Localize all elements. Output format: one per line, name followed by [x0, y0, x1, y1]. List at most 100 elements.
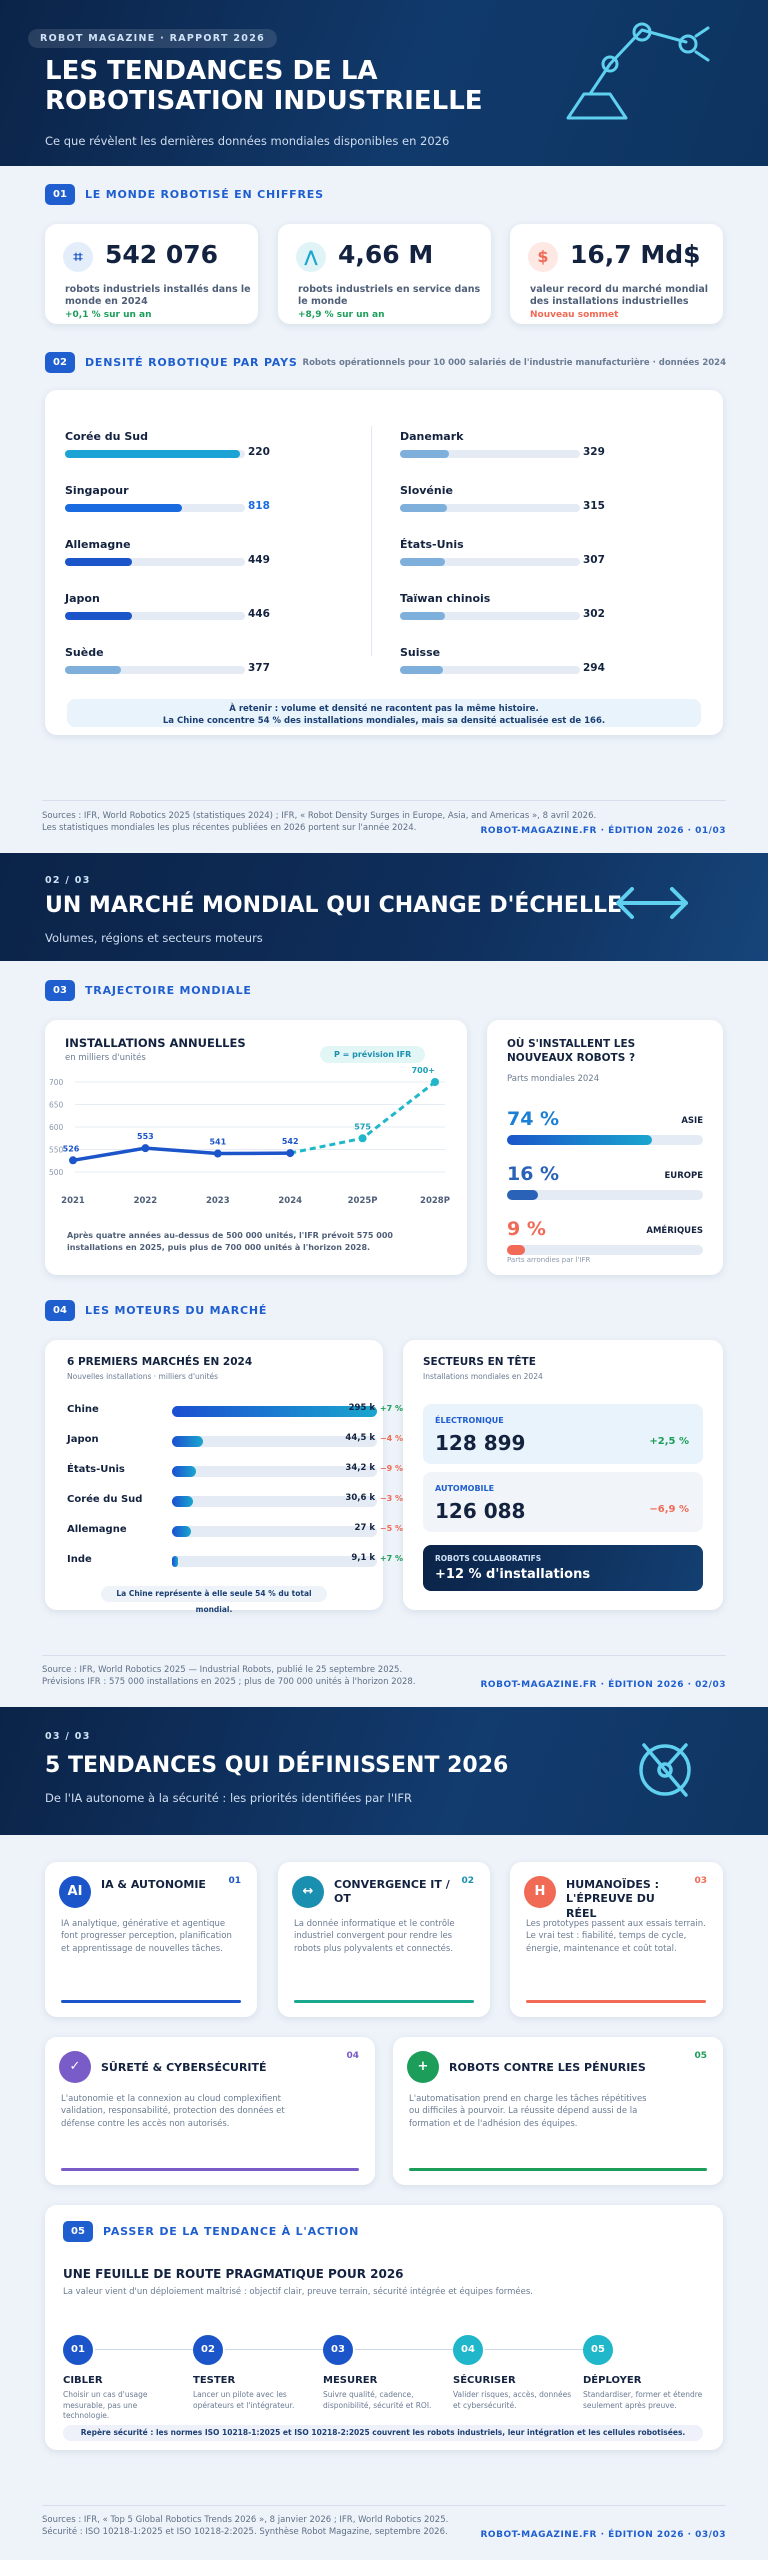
- density-row: Suisse 294: [400, 646, 690, 674]
- country-name: États-Unis: [400, 538, 464, 551]
- sector-box-electronics: ÉLECTRONIQUE 128 899 +2,5 %: [423, 1404, 703, 1464]
- density-row: États-Unis 307: [400, 538, 690, 566]
- density-bar: [400, 504, 447, 512]
- line-chart: 500 550 600 650 700 526 2021 553 2022 541 2023 542 2…: [49, 1066, 450, 1206]
- stat-value: 542 076: [105, 240, 219, 269]
- page-subtitle: Volumes, régions et secteurs moteurs: [45, 931, 263, 945]
- trend-desc: La donnée informatique et le contrôle in…: [294, 1919, 455, 1954]
- step-connector: [485, 2349, 585, 2350]
- market-bar: [172, 1466, 196, 1477]
- market-bar: [172, 1526, 191, 1537]
- roadmap-card: 05 PASSER DE LA TENDANCE À L'ACTION UNE …: [45, 2205, 723, 2450]
- trend-card: AI IA & AUTONOMIE 01 IA analytique, géné…: [45, 1862, 257, 2017]
- step-connector: [225, 2349, 325, 2350]
- series-line-forecast: [289, 1080, 436, 1155]
- sector-label: ÉLECTRONIQUE: [435, 1416, 504, 1425]
- page-subtitle: Ce que révèlent les dernières données mo…: [45, 134, 450, 148]
- roadmap-title: UNE FEUILLE DE ROUTE PRAGMATIQUE POUR 20…: [63, 2267, 404, 2281]
- report-kicker: ROBOT MAGAZINE · RAPPORT 2026: [28, 29, 278, 48]
- density-value: 329: [583, 446, 605, 458]
- density-row: Danemark 329: [400, 430, 690, 458]
- top-markets-card: 6 PREMIERS MARCHÉS EN 2024 Nouvelles ins…: [45, 1340, 403, 1614]
- chart-up-icon: ⋀: [296, 242, 326, 272]
- trend-number: 02: [461, 1876, 474, 1886]
- density-bar: [400, 558, 445, 566]
- section-01-header: 01 LE MONDE ROBOTISÉ EN CHIFFRES: [45, 184, 324, 205]
- region-bar: [507, 1190, 539, 1200]
- sector-change: −6,9 %: [649, 1504, 689, 1515]
- chart-note: Après quatre années au-dessus de 500 000…: [67, 1231, 393, 1252]
- density-track: [400, 666, 580, 674]
- step-desc: Lancer un pilote avec les opérateurs et …: [193, 2390, 295, 2410]
- market-change: +7 %: [379, 1404, 403, 1413]
- market-value: 44,5 k: [345, 1433, 375, 1443]
- section-number: 04: [45, 1300, 75, 1321]
- market-row: Chine 295 k +7 %: [67, 1402, 403, 1422]
- market-change: −5 %: [379, 1524, 403, 1533]
- density-bar: [65, 450, 240, 458]
- trend-card: + ROBOTS CONTRE LES PÉNURIES 05 L'automa…: [393, 2037, 723, 2185]
- density-bar: [65, 504, 182, 512]
- data-label: 700+: [412, 1066, 435, 1075]
- density-row: Japon 446: [65, 592, 355, 620]
- density-bar: [400, 450, 449, 458]
- stat-card: $ 16,7 Md$ valeur record du marché mondi…: [510, 224, 723, 324]
- market-name: Corée du Sud: [67, 1494, 143, 1505]
- market-bar: [172, 1496, 194, 1507]
- page-title: UN MARCHÉ MONDIAL QUI CHANGE D'ÉCHELLE: [45, 893, 623, 918]
- page2-hero: 02 / 03 UN MARCHÉ MONDIAL QUI CHANGE D'É…: [0, 853, 768, 961]
- source-line: Sources : IFR, « Top 5 Global Robotics T…: [42, 2515, 449, 2525]
- step-number: 04: [453, 2335, 483, 2365]
- step-desc: Suivre qualité, cadence, disponibilité, …: [323, 2390, 432, 2410]
- chart-legend: P = prévision IFR: [320, 1046, 426, 1063]
- market-track: [172, 1436, 377, 1447]
- ai-icon: AI: [59, 1876, 91, 1908]
- robot-arm-icon: ⌗: [63, 242, 93, 272]
- trend-accent-bar: [409, 2168, 707, 2171]
- page-kicker: 02 / 03: [45, 875, 91, 886]
- trend-title: HUMANOÏDES : L'ÉPREUVE DU RÉEL: [566, 1878, 660, 1920]
- plus-icon: +: [407, 2051, 439, 2083]
- source-line: Sources : IFR, World Robotics 2025 (stat…: [42, 811, 597, 821]
- x-tick-label: 2021: [61, 1196, 85, 1206]
- density-track: [65, 504, 245, 512]
- shield-check-icon: ✓: [59, 2051, 91, 2083]
- market-track: [172, 1466, 377, 1477]
- density-note: À retenir : volume et densité ne raconte…: [67, 699, 701, 727]
- trend-accent-bar: [61, 2000, 241, 2003]
- stat-card: ⌗ 542 076 robots industriels installés d…: [45, 224, 258, 324]
- markets-note: La Chine représente à elle seule 54 % du…: [101, 1586, 327, 1614]
- sectors-title: SECTEURS EN TÊTE: [423, 1356, 536, 1368]
- sector-box-automotive: AUTOMOBILE 126 088 −6,9 %: [423, 1472, 703, 1532]
- trend-desc: L'autonomie et la connexion au cloud com…: [61, 2094, 285, 2129]
- country-name: Japon: [65, 592, 100, 605]
- note-line: À retenir : volume et densité ne raconte…: [229, 704, 539, 714]
- section-number: 02: [45, 352, 75, 373]
- market-bar: [172, 1406, 377, 1417]
- source-line: Les statistiques mondiales les plus réce…: [42, 823, 417, 834]
- data-point: [213, 1149, 222, 1158]
- step-number: 05: [583, 2335, 613, 2365]
- sources: Sources : IFR, World Robotics 2025 (stat…: [42, 810, 596, 835]
- section-05-header: 05 PASSER DE LA TENDANCE À L'ACTION: [63, 2221, 359, 2242]
- stat-card: ⋀ 4,66 M robots industriels en service d…: [278, 224, 491, 324]
- data-label: 553: [137, 1132, 154, 1141]
- density-row: Singapour 818: [65, 484, 355, 512]
- divider: [42, 2505, 726, 2506]
- y-tick-label: 650: [49, 1101, 64, 1110]
- region-card-note: Parts arrondies par l'IFR: [507, 1256, 591, 1264]
- country-name: Slovénie: [400, 484, 453, 497]
- market-row: Corée du Sud 30,6 k −3 %: [67, 1492, 403, 1512]
- chart-title: INSTALLATIONS ANNUELLES: [65, 1036, 246, 1050]
- country-name: Suède: [65, 646, 104, 659]
- robot-arm-illustration-icon: [566, 22, 710, 120]
- step-number: 02: [193, 2335, 223, 2365]
- section-number: 03: [45, 980, 75, 1001]
- market-row: Japon 44,5 k −4 %: [67, 1432, 403, 1452]
- density-bar: [400, 666, 444, 674]
- density-value: 302: [583, 608, 605, 620]
- stat-label: robots industriels installés dans le mon…: [65, 284, 251, 308]
- page-footer: ROBOT-MAGAZINE.FR · ÉDITION 2026 · 01/03: [480, 826, 726, 836]
- density-track: [65, 450, 245, 458]
- density-track: [65, 558, 245, 566]
